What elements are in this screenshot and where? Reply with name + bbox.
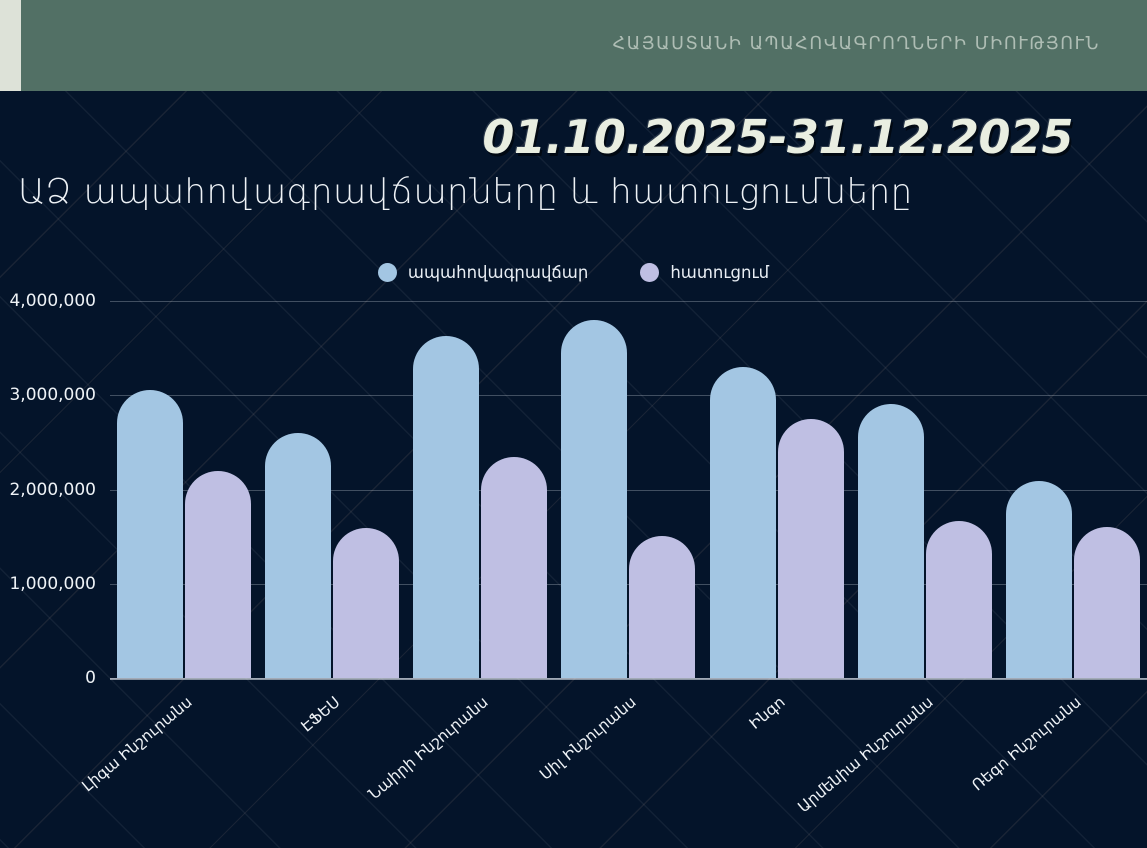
x-axis-category-label: Լիգա Ինշուրանս [78,693,196,796]
bar-payout[interactable] [333,528,400,678]
x-axis-category-label: ԷՖԵՍ [297,693,344,736]
bar-premium[interactable] [265,432,332,678]
bar-premium[interactable] [1005,481,1072,678]
x-axis-label-cell: Սիլ Ինշուրանս [537,679,702,839]
bar-payout[interactable] [1073,527,1140,678]
gridline [110,583,1147,585]
bar-premium[interactable] [561,319,628,678]
y-axis-tick-label: 4,000,000 [9,291,96,311]
bar-group [554,301,702,678]
bar-payout[interactable] [185,470,252,678]
x-axis-labels: Լիգա Ինշուրանս ԷՖԵՍ Նաիրի Ինշուրանս Սիլ Ինշ… [79,679,1147,839]
bar-premium[interactable] [857,403,924,678]
y-axis-tick-label: 1,000,000 [9,573,96,594]
gridline [110,301,1147,302]
x-axis-label-cell: Լիգա Ինշուրանս [79,679,258,839]
legend-item-payout[interactable]: հատուցում [640,263,769,282]
bar-payout[interactable] [777,418,844,678]
legend-item-premium[interactable]: ապահովագրավճար [377,263,589,282]
gridline [110,395,1147,397]
legend-label-premium: ապահովագրավճար [407,263,589,282]
bar-payout[interactable] [629,535,696,678]
x-axis-label-cell: Արմենիա Ինշուրանս [794,679,999,839]
x-axis-label-cell: Նաիրի Ինշուրանս [365,679,554,839]
chart-bars-layer [110,301,1147,678]
x-axis-category-label: Ինգո [745,693,789,733]
bar-premium[interactable] [709,366,776,678]
bar-payout[interactable] [481,456,548,678]
y-axis-tick-label: 0 [85,668,96,688]
y-axis-tick-label: 2,000,000 [9,479,96,500]
bar-group [999,301,1147,678]
bar-premium[interactable] [413,335,480,678]
bar-group [110,301,258,678]
page-title: ԱՁ ապահովագրավճարները և հատուցումները [18,172,913,212]
header-band: ՀԱՅԱՍՏԱՆԻ ԱՊԱՀՈՎԱԳՐՈՂՆԵՐԻ ՄԻՈՒԹՅՈՒՆ [21,0,1147,91]
chart-legend: ապահովագրավճար հատուցում [0,263,1147,282]
bar-group [851,301,999,678]
bar-payout[interactable] [925,520,992,678]
date-range-title: 01.10.2025-31.12.2025 [482,110,1073,164]
y-axis-tick-label: 3,000,000 [9,385,96,406]
legend-label-payout: հատուցում [670,263,770,282]
x-axis-label-cell: Ռեգո Ինշուրանս [968,679,1147,839]
bar-premium[interactable] [117,389,184,678]
bar-group [406,301,554,678]
bar-group [703,301,851,678]
gridline [110,489,1147,491]
x-axis-line [110,678,1147,680]
x-axis-label-cell: ԷՖԵՍ [258,679,406,839]
bar-chart: 0 1,000,000 2,000,000 3,000,000 4,000,000 Լի… [0,287,1147,848]
legend-dot-premium-icon [377,263,397,282]
chart-board: 01.10.2025-31.12.2025 ԱՁ ապահովագրավճարն… [0,91,1147,848]
bar-group [258,301,406,678]
legend-dot-payout-icon [640,263,660,282]
organization-title: ՀԱՅԱՍՏԱՆԻ ԱՊԱՀՈՎԱԳՐՈՂՆԵՐԻ ՄԻՈՒԹՅՈՒՆ [612,34,1100,54]
x-axis-label-cell: Ինգո [703,679,851,839]
